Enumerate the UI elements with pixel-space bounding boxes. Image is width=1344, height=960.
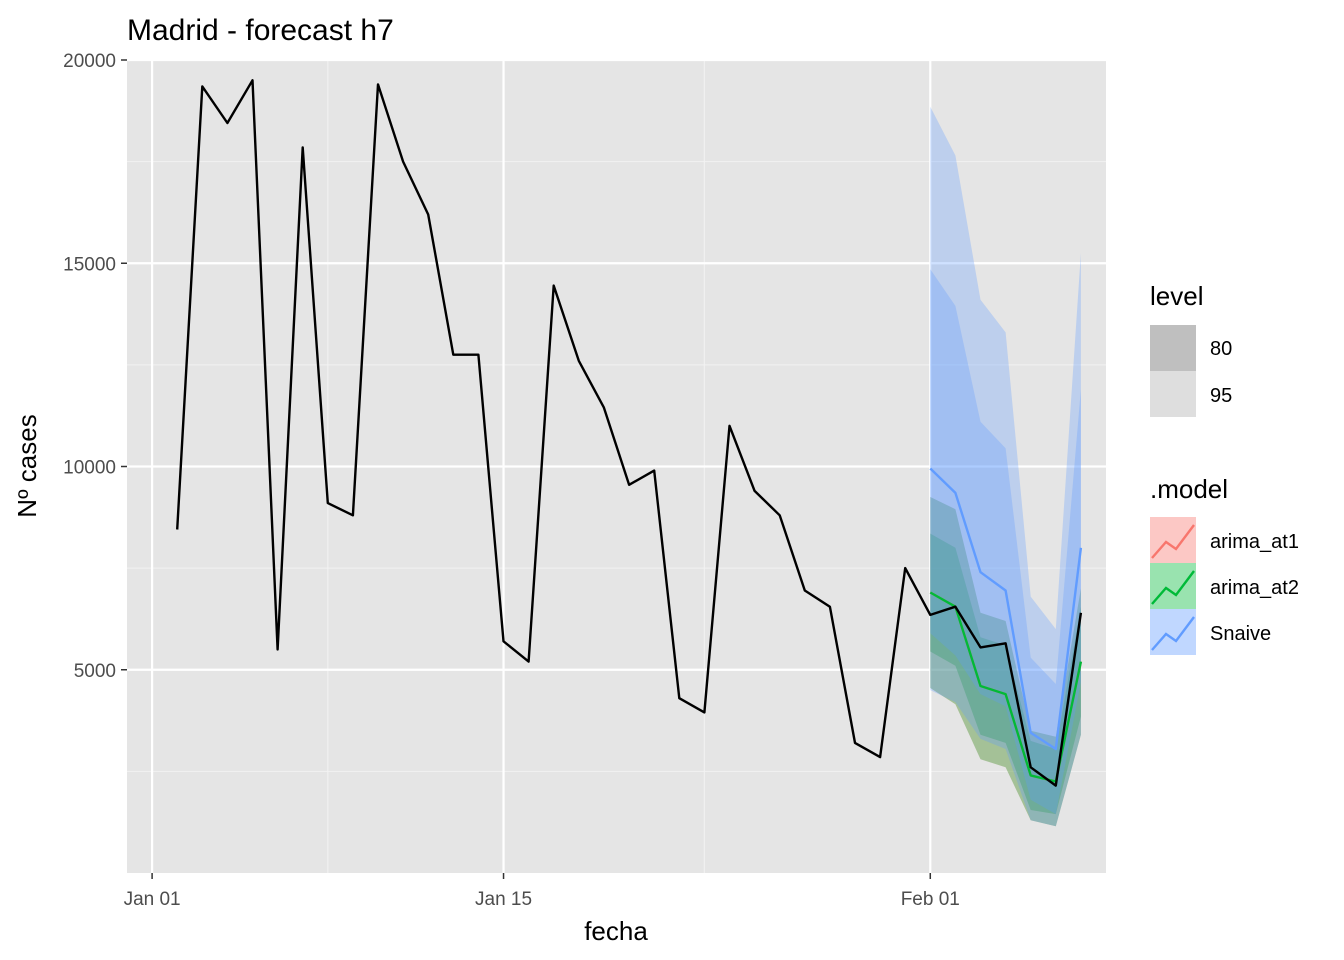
- legend-key-Snaive: [1150, 609, 1196, 655]
- x-axis: Jan 01 Jan 15 Feb 01: [124, 873, 960, 910]
- x-tick-label: Jan 15: [475, 889, 532, 910]
- ribbon-95-arima_at1: [930, 497, 1081, 827]
- legend-model-title: .model: [1150, 474, 1228, 504]
- x-axis-label: fecha: [584, 916, 648, 946]
- legend-model-keys: arima_at1 arima_at2 Snaive: [1150, 517, 1299, 655]
- x-tick-label: Jan 01: [124, 889, 181, 910]
- legend-label-Snaive: Snaive: [1210, 623, 1271, 645]
- y-tick-label: 10000: [63, 458, 116, 479]
- ribbon-95-arima_at2: [930, 497, 1081, 827]
- forecast-line-Snaive: [929, 467, 1083, 751]
- legend-label-95: 95: [1210, 385, 1232, 407]
- legend-label-arima_at1: arima_at1: [1210, 531, 1299, 553]
- legend-key-arima_at1: [1150, 517, 1196, 563]
- legend-line-Snaive: [1151, 616, 1195, 651]
- ribbon-80-arima_at1: [930, 533, 1081, 815]
- chart-title: Madrid - forecast h7: [127, 14, 394, 47]
- series-lines: [176, 79, 1083, 787]
- y-tick-label: 20000: [63, 51, 116, 72]
- legend: level 80 95 .model arima_at1 arima_at2 Sna…: [1150, 281, 1299, 655]
- y-axis-label: Nº cases: [12, 414, 42, 517]
- y-tick-label: 5000: [74, 661, 116, 682]
- major-gridlines: [127, 58, 1106, 873]
- y-axis: 5000 10000 15000 20000: [63, 51, 127, 682]
- legend-key-arima_at2: [1150, 563, 1196, 609]
- observed-line: [176, 79, 1083, 787]
- legend-key-80: [1150, 325, 1196, 371]
- y-tick-label: 15000: [63, 254, 116, 275]
- ribbon-80-Snaive: [930, 269, 1081, 815]
- legend-label-arima_at2: arima_at2: [1210, 577, 1299, 599]
- ribbon-80-arima_at2: [930, 533, 1081, 815]
- legend-line-arima_at2: [1151, 570, 1195, 605]
- x-tick-label: Feb 01: [901, 889, 960, 910]
- legend-key-95: [1150, 371, 1196, 417]
- legend-label-80: 80: [1210, 338, 1232, 360]
- legend-line-arima_at1: [1151, 524, 1195, 559]
- legend-level-title: level: [1150, 281, 1203, 311]
